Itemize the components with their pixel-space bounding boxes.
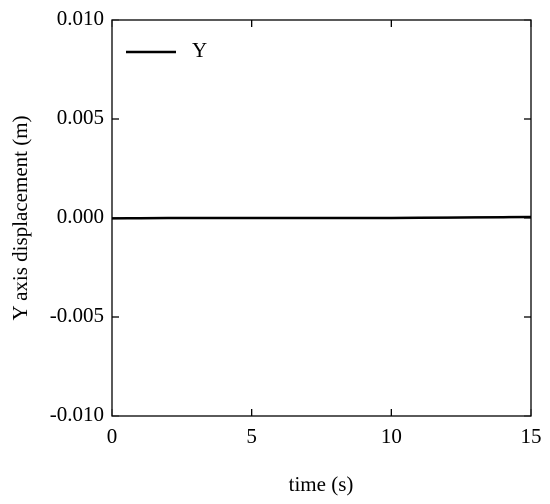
y-tick-label: 0.005 <box>57 105 104 129</box>
y-axis-label: Y axis displacement (m) <box>8 115 32 320</box>
y-tick-label: 0.000 <box>57 204 104 228</box>
x-axis-label: time (s) <box>289 472 354 496</box>
legend-label: Y <box>192 38 207 62</box>
x-tick-label: 15 <box>521 424 542 448</box>
x-tick-label: 0 <box>107 424 118 448</box>
x-tick-label: 10 <box>381 424 402 448</box>
y-tick-label: -0.010 <box>50 402 104 426</box>
x-tick-label: 5 <box>246 424 257 448</box>
y-tick-label: 0.010 <box>57 6 104 30</box>
data-line <box>111 215 532 220</box>
y-tick-label: -0.005 <box>50 303 104 327</box>
